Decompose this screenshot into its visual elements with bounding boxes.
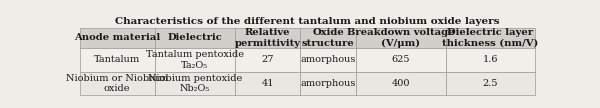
Bar <box>300 28 356 48</box>
Bar <box>356 48 446 72</box>
Text: Niobium or Niobium
oxide: Niobium or Niobium oxide <box>66 74 168 93</box>
Text: Niobium pentoxide
Nb₂O₅: Niobium pentoxide Nb₂O₅ <box>148 74 242 93</box>
Text: Dielectric layer
thickness (nm/V): Dielectric layer thickness (nm/V) <box>442 28 539 48</box>
Bar <box>155 28 235 48</box>
Text: 2.5: 2.5 <box>483 79 498 88</box>
Text: 41: 41 <box>261 79 274 88</box>
Bar <box>80 28 155 48</box>
Text: 27: 27 <box>261 55 274 64</box>
Bar <box>235 48 300 72</box>
Text: 1.6: 1.6 <box>483 55 498 64</box>
Text: Characteristics of the different tantalum and niobium oxide layers: Characteristics of the different tantalu… <box>115 17 500 26</box>
Bar <box>235 72 300 95</box>
Text: 625: 625 <box>392 55 410 64</box>
Text: Relative
permittivity: Relative permittivity <box>235 28 301 48</box>
Bar <box>356 28 446 48</box>
Text: Breakdown voltage
(V/μm): Breakdown voltage (V/μm) <box>347 28 455 48</box>
Text: amorphous: amorphous <box>301 79 356 88</box>
Text: Dielectric: Dielectric <box>167 33 222 42</box>
Text: Oxide
structure: Oxide structure <box>302 28 355 48</box>
Bar <box>356 72 446 95</box>
Bar <box>235 28 300 48</box>
Bar <box>80 48 155 72</box>
Bar <box>155 72 235 95</box>
Bar <box>446 72 535 95</box>
Bar <box>155 48 235 72</box>
Bar <box>300 48 356 72</box>
Text: Tantalum pentoxide
Ta₂O₅: Tantalum pentoxide Ta₂O₅ <box>146 50 244 70</box>
Text: amorphous: amorphous <box>301 55 356 64</box>
Bar <box>446 48 535 72</box>
Bar <box>80 72 155 95</box>
Text: Anode material: Anode material <box>74 33 160 42</box>
Text: 400: 400 <box>392 79 410 88</box>
Bar <box>300 72 356 95</box>
Bar <box>446 28 535 48</box>
Text: Tantalum: Tantalum <box>94 55 140 64</box>
